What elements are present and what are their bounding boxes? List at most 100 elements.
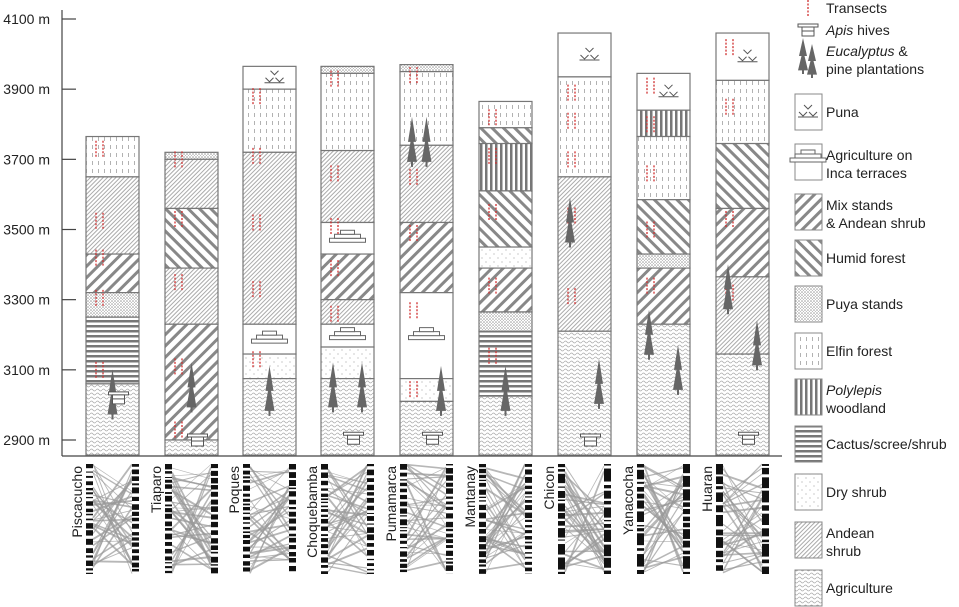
interaction-link [485, 498, 526, 546]
zone-elfin [478, 100, 533, 129]
plant-node [289, 565, 296, 572]
pollinator-node [479, 500, 486, 502]
zone-puya [636, 253, 691, 269]
network-choquebamba: Choquebamba [304, 464, 374, 575]
plant-node [525, 476, 532, 483]
interaction-link [722, 502, 763, 531]
plant-node [604, 557, 611, 568]
interaction-link [171, 475, 212, 566]
interaction-link [406, 479, 447, 510]
pollinator-node [86, 464, 93, 469]
zone-humid [478, 190, 533, 248]
plant-node [446, 565, 453, 571]
grass-mark [275, 77, 284, 83]
plant-node [367, 505, 374, 511]
zone-humid [164, 207, 219, 269]
plant-node [367, 549, 374, 556]
interaction-link [485, 544, 526, 555]
plant-node [683, 508, 690, 515]
pollinator-node [321, 565, 328, 568]
pollinator-node [86, 508, 93, 513]
interaction-link [643, 482, 684, 530]
pollinator-node [637, 481, 644, 484]
interaction-link [643, 467, 684, 478]
grass-mark [664, 84, 673, 90]
plant-node [289, 545, 296, 550]
plant-node [604, 523, 611, 528]
plant-node [289, 552, 296, 557]
zone-humid [636, 199, 691, 255]
zone-andean [242, 151, 297, 325]
pollinator-node [716, 550, 723, 558]
tree-icon [407, 116, 417, 167]
puna-icon [658, 84, 679, 98]
puna-icon [264, 70, 285, 84]
pollinator-node [321, 534, 328, 537]
pollinator-node [86, 487, 93, 491]
pollinator-node [243, 493, 250, 497]
plant-node [211, 485, 218, 490]
plant-node [211, 499, 218, 505]
grass-mark [738, 56, 747, 62]
tree-icon [186, 362, 197, 413]
plant-node [132, 555, 139, 561]
grass-mark [743, 49, 752, 55]
pollinator-node [716, 464, 723, 475]
plant-node [446, 550, 453, 556]
network-poques: Poques [226, 464, 296, 574]
plant-node [289, 480, 296, 487]
pollinator-node [479, 496, 486, 498]
interaction-link [564, 498, 605, 506]
pollinator-node [479, 504, 486, 511]
legend-item-puna: Puna [794, 93, 859, 131]
zone-humid [715, 142, 770, 210]
interaction-link [485, 492, 526, 536]
legend-label: Apis hives [825, 22, 890, 38]
plant-node [604, 464, 611, 466]
plant-node [762, 543, 769, 557]
interaction-link [249, 532, 290, 559]
legend-label-line2: & Andean shrub [826, 215, 926, 231]
pollinator-node [558, 499, 565, 502]
interaction-link [643, 540, 684, 543]
interaction-link [722, 463, 763, 505]
pollinator-node [479, 489, 486, 495]
interaction-link [327, 554, 368, 573]
grass-mark [580, 54, 589, 60]
plant-node [367, 478, 374, 482]
interaction-link [327, 565, 368, 575]
pollinator-node [165, 495, 172, 502]
zone-andean [85, 176, 140, 255]
zone-dry [399, 378, 454, 403]
interaction-link [406, 539, 447, 568]
interaction-link [564, 474, 605, 563]
interaction-link [722, 483, 763, 500]
interaction-link [485, 469, 526, 517]
zone-mix [85, 253, 140, 294]
pollinator-node [86, 518, 93, 521]
plant-node [446, 521, 453, 528]
terrace-step [419, 327, 434, 333]
pollinator-node [637, 570, 644, 574]
interaction-link [92, 464, 133, 492]
pollinator-node [637, 464, 644, 468]
interaction-link [327, 534, 368, 560]
terrace-step [789, 157, 827, 163]
site-label: Yanacocha [620, 466, 636, 535]
interaction-link [327, 533, 368, 539]
legend-label-text: Cactus/scree/shrub [826, 436, 947, 452]
tree-icon [436, 365, 446, 416]
pollinator-node [479, 551, 486, 558]
tree-icon [594, 358, 604, 409]
plant-node [132, 504, 139, 510]
pollinator-node [558, 473, 565, 484]
interaction-link [171, 471, 212, 550]
plant-node [289, 511, 296, 517]
legend-item-humid: Humid forest [794, 239, 905, 277]
interaction-link [564, 465, 605, 526]
site-label: Mantanay [462, 466, 478, 527]
plant-node [211, 556, 218, 563]
site-columns [85, 32, 770, 456]
site-label: Pumamarca [383, 466, 399, 542]
pollinator-node [479, 479, 486, 482]
